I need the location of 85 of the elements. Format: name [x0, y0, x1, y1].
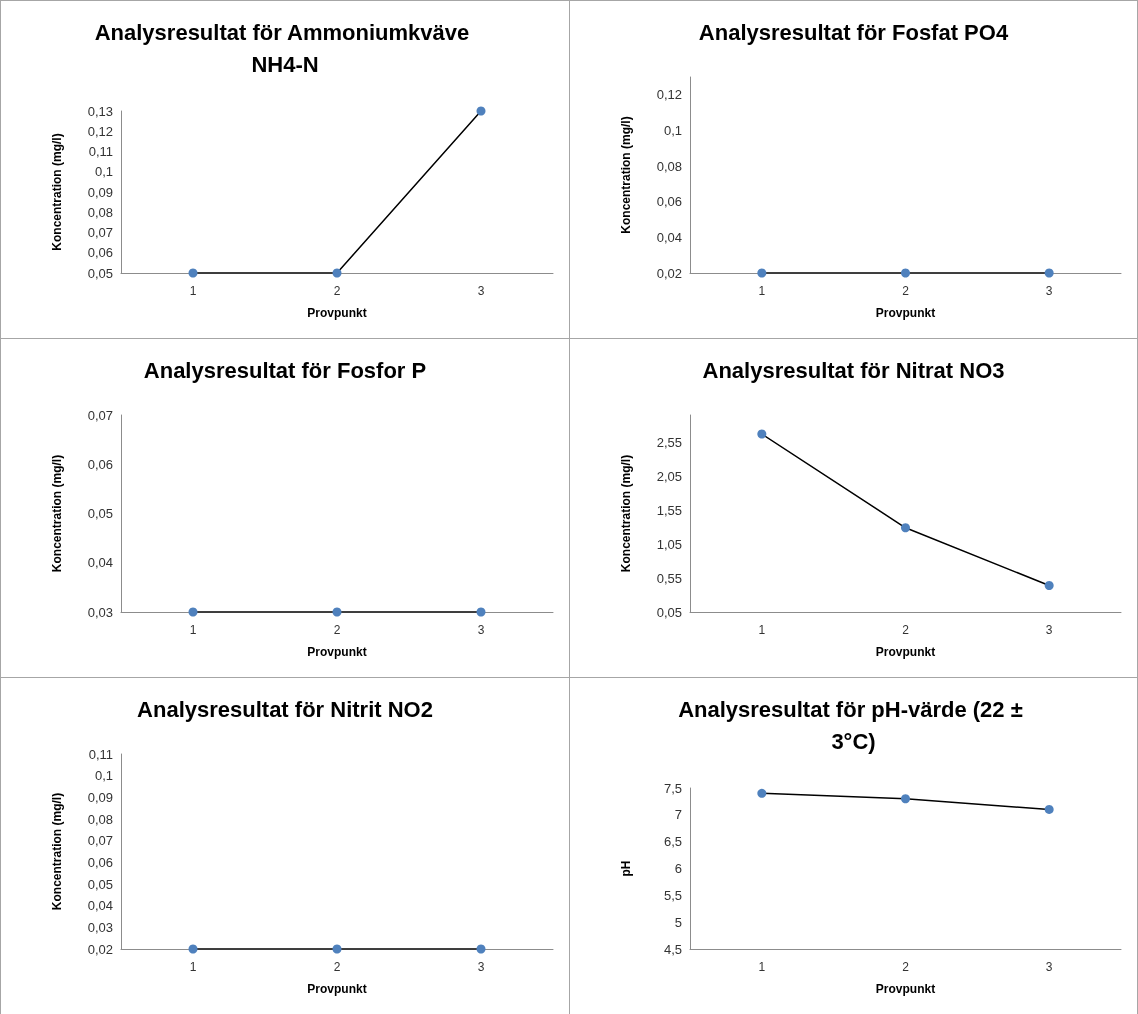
y-tick-label: 0,02 [87, 941, 113, 957]
x-tick-label: 2 [333, 960, 341, 974]
y-tick-label: 6 [674, 861, 682, 876]
x-tick-label: 3 [477, 623, 485, 637]
y-tick-label: 0,03 [87, 604, 113, 620]
x-tick-label: 2 [902, 960, 910, 974]
point [757, 788, 767, 798]
x-axis-title: Provpunkt [307, 306, 367, 320]
y-tick-label: 5,5 [663, 887, 682, 903]
y-tick-label: 0,1 [94, 768, 113, 784]
x-tick-label: 1 [758, 284, 766, 298]
y-tick-label: 7,5 [663, 780, 682, 796]
y-tick-label: 0,06 [87, 854, 113, 870]
y-tick-label: 0,02 [656, 265, 682, 281]
y-tick-label: 0,09 [87, 789, 113, 805]
x-tick-label: 3 [1045, 623, 1053, 637]
x-axis-title: Provpunkt [875, 645, 936, 659]
y-tick-label: 0,07 [87, 407, 113, 423]
x-tick-label: 2 [333, 284, 341, 298]
y-tick-label: 0,05 [87, 265, 113, 281]
x-axis-title: Provpunkt [875, 306, 936, 320]
x-tick-label: 2 [333, 623, 341, 637]
y-tick-label: 0,11 [88, 144, 113, 159]
y-tick-label: 0,09 [87, 184, 113, 200]
y-tick-label: 0,04 [656, 229, 682, 245]
chart-title: Analysresultat för Nitrat NO3 [702, 357, 1005, 383]
y-tick-label: 0,08 [87, 204, 113, 220]
point [1044, 581, 1054, 590]
point [901, 794, 910, 804]
y-tick-label: 0,05 [656, 604, 682, 620]
x-tick-label: 2 [902, 623, 910, 637]
y-tick-label: 0,08 [656, 158, 682, 174]
y-tick-label: 0,05 [87, 876, 113, 892]
x-tick-label: 2 [902, 284, 910, 298]
x-tick-label: 1 [189, 284, 197, 298]
y-tick-label: 0,12 [656, 87, 682, 103]
y-tick-label: 1,05 [656, 536, 682, 552]
x-tick-label: 3 [477, 960, 485, 974]
y-tick-label: 0,1 [663, 122, 682, 138]
point [901, 523, 910, 533]
x-tick-label: 3 [1045, 284, 1053, 298]
point [1044, 804, 1054, 814]
chart-title: Analysresultat för Fosfat PO4 [698, 19, 1009, 45]
y-tick-label: 2,05 [656, 468, 682, 484]
y-axis-title: Koncentration (mg/l) [619, 454, 633, 573]
y-tick-label: 0,11 [88, 746, 113, 762]
y-axis-title: Koncentration (mg/l) [619, 116, 633, 234]
y-tick-label: 0,08 [87, 811, 113, 827]
y-tick-label: 1,55 [656, 502, 682, 518]
x-tick-label: 3 [477, 284, 485, 298]
y-axis-title: Koncentration (mg/l) [50, 454, 64, 573]
x-tick-label: 1 [758, 623, 766, 637]
chart-title: Analysresultat för pH-värde (22 ± 3°C) [678, 696, 1029, 754]
y-tick-label: 4,5 [663, 941, 682, 957]
point [757, 429, 767, 439]
y-tick-label: 0,55 [656, 570, 682, 586]
chart-title: Analysresultat för Ammoniumkväve NH4-N [94, 19, 476, 77]
y-tick-label: 0,05 [87, 506, 113, 521]
chart-title: Analysresultat för Nitrit NO2 [137, 696, 433, 722]
y-tick-label: 0,06 [87, 245, 113, 261]
y-tick-label: 0,12 [87, 123, 113, 139]
y-tick-label: 7 [674, 807, 682, 823]
y-tick-label: 0,1 [94, 164, 113, 180]
y-tick-label: 0,06 [87, 456, 113, 472]
x-axis-title: Provpunkt [875, 982, 936, 996]
x-tick-label: 1 [189, 623, 197, 637]
y-tick-label: 0,03 [87, 919, 113, 935]
y-axis-title: Koncentration (mg/l) [50, 792, 64, 911]
y-tick-label: 6,5 [663, 834, 682, 850]
chart-title: Analysresultat för Fosfor P [143, 357, 427, 383]
x-axis-title: Provpunkt [307, 982, 367, 996]
y-axis-title: pH [619, 860, 633, 877]
y-tick-label: 0,07 [87, 833, 113, 849]
x-tick-label: 3 [1045, 960, 1053, 974]
y-tick-label: 0,07 [87, 225, 113, 240]
x-tick-label: 1 [189, 960, 197, 974]
y-tick-label: 0,13 [87, 103, 113, 119]
y-tick-label: 2,55 [656, 434, 682, 450]
y-tick-label: 0,04 [87, 898, 113, 914]
x-axis-title: Provpunkt [307, 645, 367, 659]
y-tick-label: 0,06 [656, 194, 682, 210]
y-axis-title: Koncentration (mg/l) [50, 133, 64, 251]
y-tick-label: 5 [674, 914, 682, 930]
y-tick-label: 0,04 [87, 555, 113, 571]
x-tick-label: 1 [758, 960, 766, 974]
